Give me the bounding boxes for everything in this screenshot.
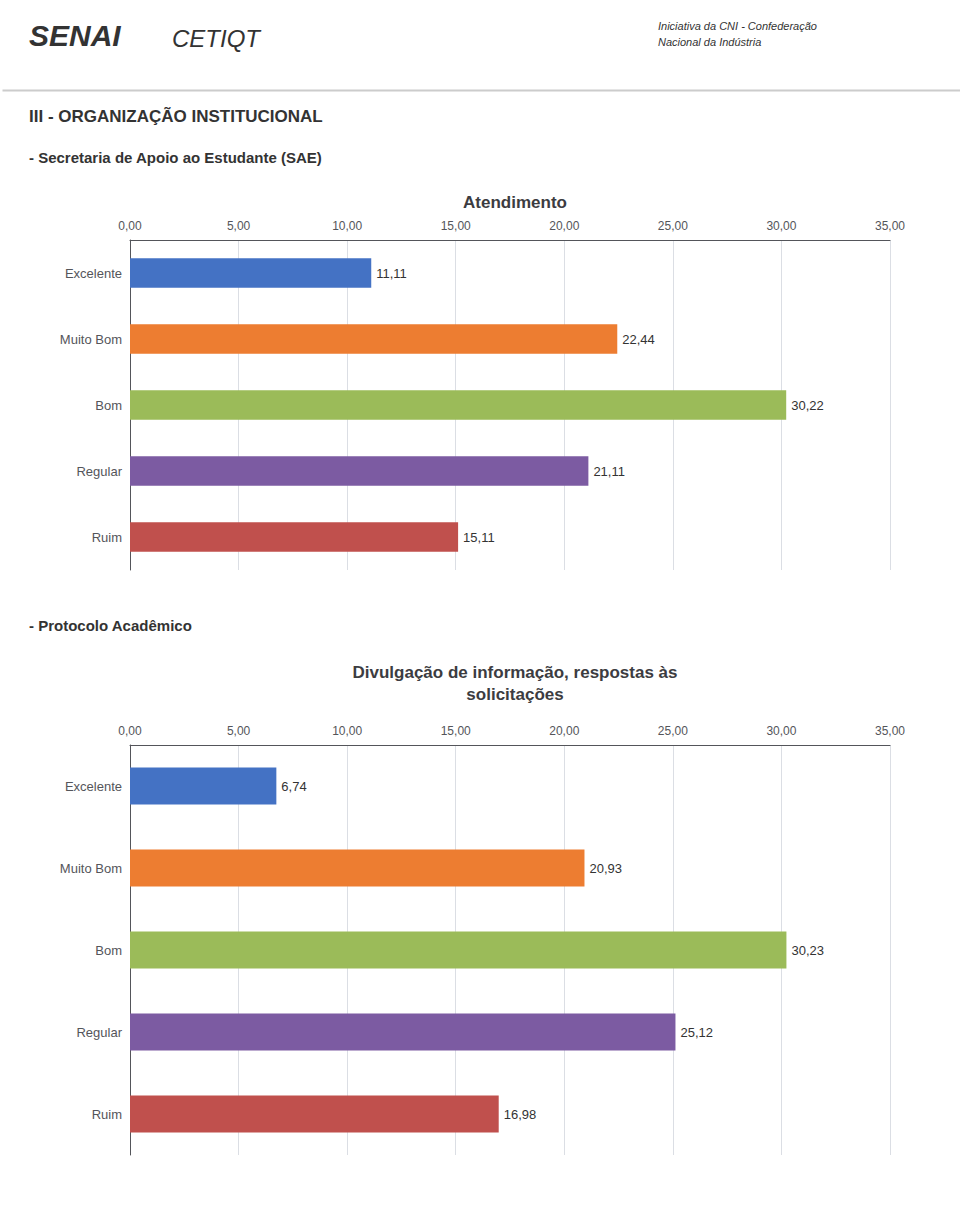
svg-text:Muito Bom: Muito Bom (60, 861, 122, 876)
svg-text:solicitações: solicitações (466, 685, 563, 704)
svg-text:30,00: 30,00 (766, 724, 796, 738)
svg-text:35,00: 35,00 (875, 219, 905, 233)
svg-text:25,00: 25,00 (658, 219, 688, 233)
svg-text:25,12: 25,12 (680, 1025, 713, 1040)
svg-text:Bom: Bom (95, 943, 122, 958)
svg-text:15,00: 15,00 (441, 219, 471, 233)
svg-text:30,00: 30,00 (766, 219, 796, 233)
svg-text:Excelente: Excelente (65, 266, 122, 281)
svg-text:16,98: 16,98 (504, 1107, 537, 1122)
svg-text:20,00: 20,00 (549, 219, 579, 233)
svg-text:Atendimento: Atendimento (463, 193, 567, 212)
svg-text:30,22: 30,22 (791, 398, 824, 413)
svg-text:Bom: Bom (95, 398, 122, 413)
svg-text:21,11: 21,11 (593, 464, 625, 479)
svg-text:Muito Bom: Muito Bom (60, 332, 122, 347)
svg-text:Iniciativa da CNI - Confederaç: Iniciativa da CNI - Confederação (658, 20, 817, 32)
svg-text:5,00: 5,00 (227, 724, 251, 738)
svg-text:22,44: 22,44 (622, 332, 655, 347)
svg-text:0,00: 0,00 (118, 724, 142, 738)
svg-text:Regular: Regular (76, 464, 122, 479)
svg-text:10,00: 10,00 (332, 219, 362, 233)
svg-text:0,00: 0,00 (118, 219, 142, 233)
svg-text:Excelente: Excelente (65, 779, 122, 794)
svg-text:25,00: 25,00 (658, 724, 688, 738)
svg-text:- Protocolo Acadêmico: - Protocolo Acadêmico (29, 617, 192, 634)
svg-text:20,00: 20,00 (549, 724, 579, 738)
svg-text:Divulgação de informação, resp: Divulgação de informação, respostas às (352, 663, 677, 682)
svg-text:11,11: 11,11 (376, 266, 407, 281)
svg-text:Ruim: Ruim (92, 1107, 122, 1122)
svg-text:5,00: 5,00 (227, 219, 251, 233)
svg-text:Ruim: Ruim (92, 530, 122, 545)
svg-text:SENAI: SENAI (29, 19, 121, 52)
svg-text:Nacional da Indústria: Nacional da Indústria (658, 36, 761, 48)
svg-text:20,93: 20,93 (589, 861, 622, 876)
svg-text:15,00: 15,00 (441, 724, 471, 738)
svg-text:III - ORGANIZAÇÃO INSTITUCIONA: III - ORGANIZAÇÃO INSTITUCIONAL (29, 106, 323, 126)
svg-text:10,00: 10,00 (332, 724, 362, 738)
svg-text:6,74: 6,74 (281, 779, 306, 794)
svg-text:- Secretaria de Apoio ao Estud: - Secretaria de Apoio ao Estudante (SAE) (29, 149, 322, 166)
svg-text:CETIQT: CETIQT (172, 25, 262, 52)
svg-text:15,11: 15,11 (463, 530, 495, 545)
svg-text:35,00: 35,00 (875, 724, 905, 738)
svg-text:Regular: Regular (76, 1025, 122, 1040)
svg-text:30,23: 30,23 (791, 943, 824, 958)
